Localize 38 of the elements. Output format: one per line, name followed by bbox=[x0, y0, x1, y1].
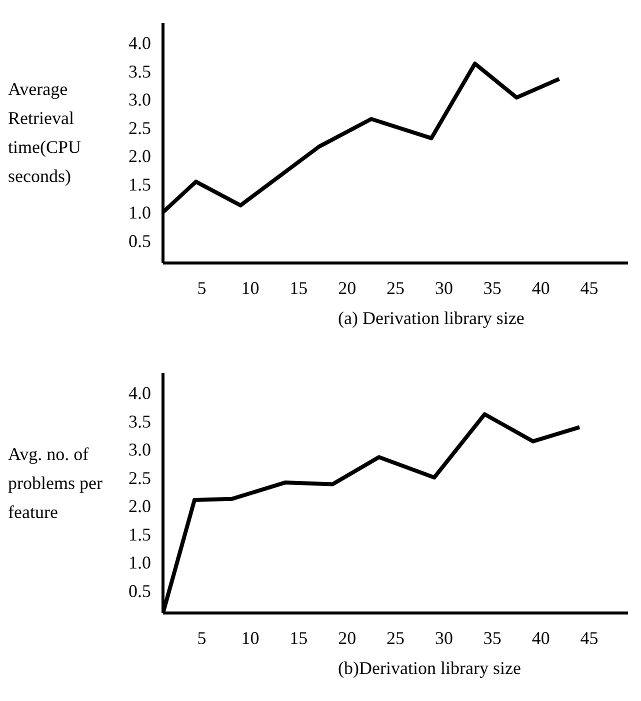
y-tick-label: 2.5 bbox=[128, 468, 151, 488]
x-tick-label: 25 bbox=[386, 278, 404, 298]
y-tick-label: 4.0 bbox=[128, 33, 151, 54]
x-tick-label: 10 bbox=[241, 278, 260, 298]
y-tick-label: 1.0 bbox=[128, 552, 151, 573]
x-tick-label: 20 bbox=[338, 278, 356, 298]
y-tick-label: 4.0 bbox=[128, 383, 151, 404]
x-tick-label: 5 bbox=[197, 628, 206, 648]
x-tick-label: 40 bbox=[532, 628, 550, 648]
y-tick-label: 2.5 bbox=[128, 118, 151, 138]
x-tick-label: 35 bbox=[483, 628, 502, 648]
x-tick-label: 15 bbox=[290, 278, 308, 298]
x-tick-label: 45 bbox=[580, 278, 598, 298]
y-tick-label: 3.5 bbox=[128, 61, 151, 82]
x-tick-label: 10 bbox=[241, 628, 260, 648]
x-tick-label: 35 bbox=[483, 278, 502, 298]
y-tick-label: 1.0 bbox=[128, 202, 151, 223]
y-tick-label: 1.5 bbox=[128, 174, 151, 194]
y-tick-label: 3.0 bbox=[128, 90, 151, 110]
y-axis-title: Avg. no. of problems per feature bbox=[8, 442, 104, 524]
x-tick-label: 20 bbox=[338, 628, 356, 648]
x-tick-label: 40 bbox=[532, 278, 550, 298]
y-axis-title: Average Retrieval time(CPU seconds) bbox=[8, 78, 82, 188]
x-tick-label: 30 bbox=[434, 278, 453, 298]
y-tick-label: 1.5 bbox=[128, 524, 151, 544]
y-tick-label: 0.5 bbox=[128, 230, 151, 251]
x-tick-label: 15 bbox=[290, 628, 308, 648]
y-tick-label: 3.5 bbox=[128, 411, 151, 432]
y-tick-label: 2.0 bbox=[128, 146, 151, 166]
x-tick-label: 25 bbox=[386, 628, 404, 648]
x-tick-label: 45 bbox=[580, 628, 598, 648]
x-tick-label: 5 bbox=[197, 278, 206, 298]
x-axis-title: (b)Derivation library size bbox=[337, 658, 522, 679]
y-tick-label: 2.0 bbox=[128, 496, 151, 516]
y-tick-label: 0.5 bbox=[128, 580, 151, 601]
x-tick-label: 30 bbox=[434, 628, 453, 648]
y-tick-label: 3.0 bbox=[128, 440, 151, 460]
x-axis-title: (a) Derivation library size bbox=[337, 308, 526, 329]
